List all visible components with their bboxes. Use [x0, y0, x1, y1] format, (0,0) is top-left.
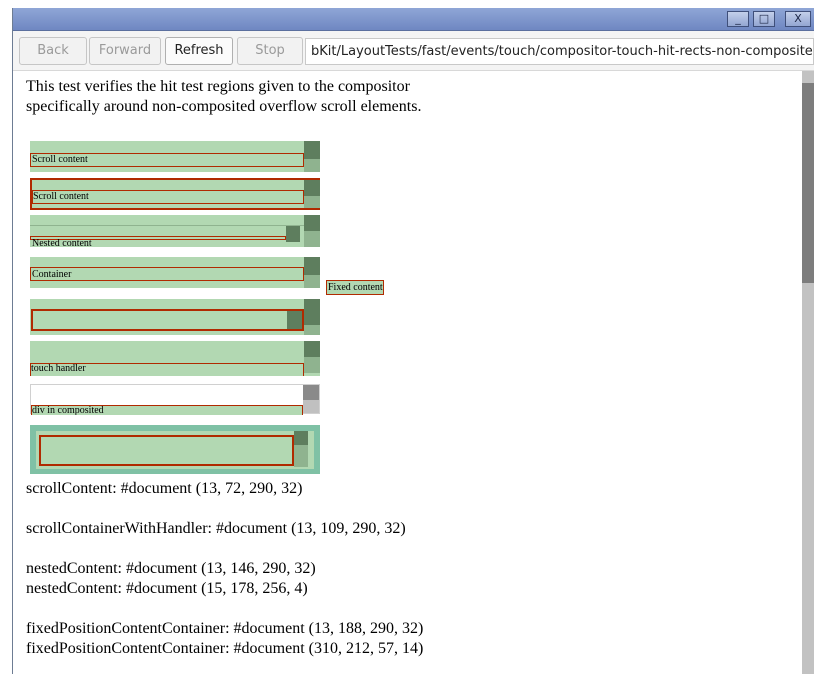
scrollbar-track [304, 196, 320, 208]
browser-window: _ □ X Back Forward Refresh Stop bKit/Lay… [12, 8, 814, 674]
result-line: nestedContent: #document (15, 178, 256, … [26, 580, 308, 597]
container-label: Container [32, 269, 72, 280]
page-scrollbar-thumb[interactable] [802, 83, 814, 283]
scrollbar-track [294, 445, 308, 467]
scrollbar-thumb-icon [304, 299, 320, 325]
scrollbar-track [304, 231, 320, 247]
scrollbar-thumb-icon [286, 226, 300, 242]
stop-button[interactable]: Stop [237, 37, 303, 65]
fixed-position-container: Container [30, 257, 320, 288]
nested-scroll-region: Nested content [30, 215, 320, 248]
minimize-icon: _ [735, 12, 741, 25]
maximize-icon: □ [758, 12, 770, 25]
result-line: fixedPositionContentContainer: #document… [26, 620, 424, 637]
scroll-content-label: Scroll content [32, 154, 88, 165]
maximize-button[interactable]: □ [753, 11, 775, 27]
test-description: This test verifies the hit test regions … [26, 77, 456, 117]
scrollbar-thumb-icon [304, 215, 320, 231]
desktop-edge [0, 0, 12, 674]
scroll-content-label: Scroll content [33, 191, 89, 202]
close-icon: X [794, 12, 802, 25]
scroll-container-with-handler: Scroll content [30, 178, 320, 210]
close-button[interactable]: X [785, 11, 811, 27]
composited-container [30, 425, 320, 474]
page-content: This test verifies the hit test regions … [13, 71, 803, 674]
description-line-1: This test verifies the hit test regions … [26, 78, 410, 95]
composited-inner-region [36, 431, 314, 469]
scrollbar-thumb-icon [304, 257, 320, 275]
scrollbar-thumb-icon [287, 311, 302, 329]
scrollbar-track [304, 325, 320, 335]
result-line: scrollContent: #document (13, 72, 290, 3… [26, 480, 303, 497]
scrollbar-thumb-icon [303, 385, 319, 400]
result-line: scrollContainerWithHandler: #document (1… [26, 520, 406, 537]
nested-content-label: Nested content [32, 238, 92, 248]
result-line: fixedPositionContentContainer: #document… [26, 640, 424, 657]
composited-inner-outline [39, 435, 294, 466]
scrollbar-thumb-icon [304, 341, 320, 357]
fixed-content-box: Fixed content [326, 280, 384, 295]
container-outline [30, 267, 304, 281]
scrollbar-track [303, 400, 319, 413]
navigation-toolbar: Back Forward Refresh Stop bKit/LayoutTes… [13, 31, 814, 71]
back-button[interactable]: Back [19, 37, 87, 65]
description-line-2: specifically around non-composited overf… [26, 98, 422, 115]
scroll-content-outline [30, 153, 304, 167]
scrollbar-track [304, 159, 320, 172]
minimize-button[interactable]: _ [727, 11, 749, 27]
url-field[interactable]: bKit/LayoutTests/fast/events/touch/compo… [305, 38, 814, 65]
composited-div-outline [31, 405, 303, 415]
scrollbar-thumb-icon [304, 141, 320, 159]
nested-scroller-2 [30, 299, 320, 335]
scrollbar-track [304, 275, 320, 288]
scrollbar-track [304, 357, 320, 373]
touch-handler-label: touch handler [31, 363, 86, 374]
scrollbar-thumb-icon [294, 431, 308, 445]
scroll-content-outline [32, 190, 304, 204]
scroll-content-region: Scroll content [30, 141, 320, 172]
refresh-button[interactable]: Refresh [165, 37, 233, 65]
touch-handler-scroller: touch handler [30, 341, 320, 376]
composited-div-label: div in composited [32, 405, 104, 415]
forward-button[interactable]: Forward [89, 37, 161, 65]
fixed-content-label: Fixed content [328, 282, 383, 293]
result-line: nestedContent: #document (13, 146, 290, … [26, 560, 316, 577]
scrollbar-thumb-icon [304, 180, 320, 196]
nested-inner-scroller: Nested content [30, 225, 304, 248]
nested-content-outline [30, 236, 286, 240]
inner-scroller-outline [31, 309, 304, 331]
touch-handler-outline [30, 363, 304, 376]
title-bar[interactable]: _ □ X [13, 8, 814, 31]
page-scrollbar[interactable] [802, 71, 814, 674]
composited-scroller: div in composited [30, 384, 320, 415]
